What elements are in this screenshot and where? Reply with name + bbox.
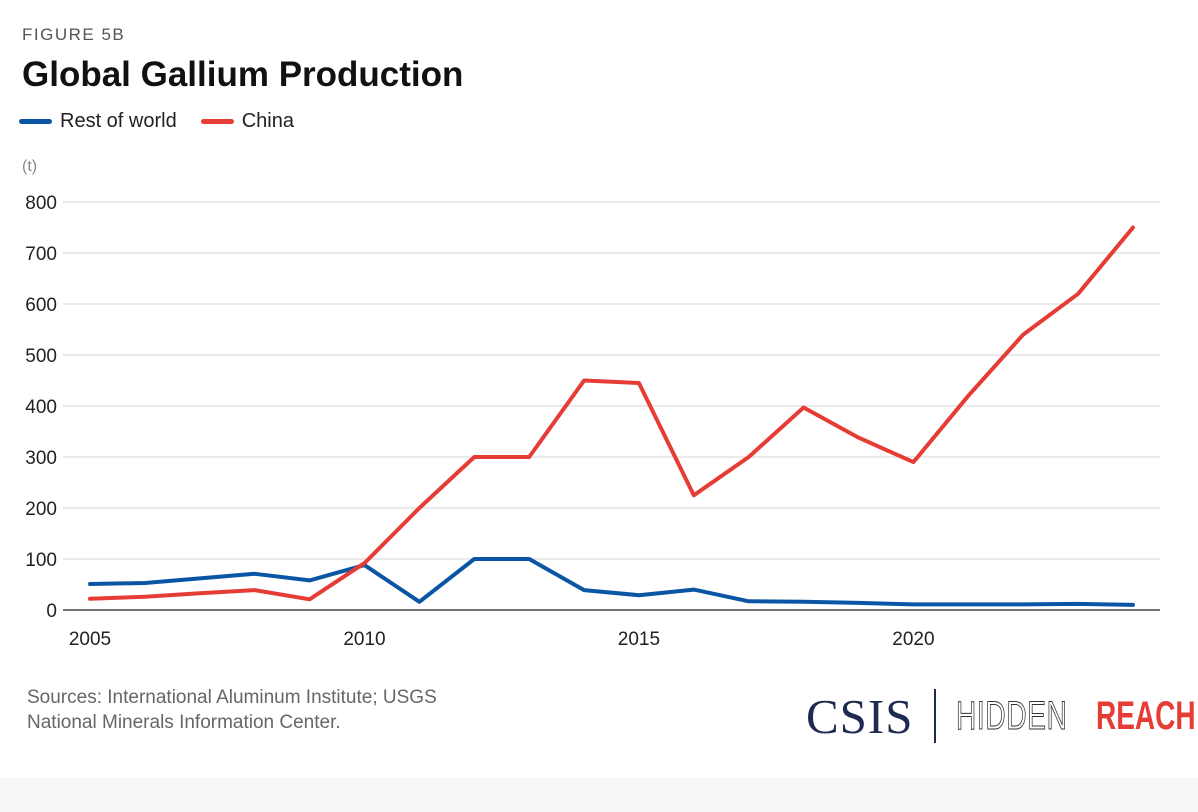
- legend-item-rest-of-world: Rest of world: [19, 110, 177, 133]
- publisher-logo: CSIS HIDDEN REACH: [806, 686, 1198, 746]
- legend-swatch-china: [200, 119, 234, 124]
- series-line-rest-of-world: [88, 557, 1135, 607]
- logo-divider: [933, 689, 936, 743]
- y-tick-label-400: 400: [25, 397, 57, 418]
- hidden-reach-logo-hidden: HIDDEN: [955, 693, 1068, 738]
- sources-line-2: National Minerals Information Center.: [27, 712, 341, 733]
- y-axis-unit: (t): [22, 158, 38, 175]
- line-chart: 0 100 200 300 400 500 600 700 800 2005 2010 2015 202…: [25, 193, 1160, 650]
- chart-title: Global Gallium Production: [22, 55, 464, 94]
- legend: Rest of world China: [19, 110, 318, 133]
- x-tick-label-2005: 2005: [69, 629, 111, 650]
- x-tick-label-2010: 2010: [343, 629, 385, 650]
- legend-item-china: China: [200, 110, 294, 133]
- y-tick-label-0: 0: [46, 601, 57, 622]
- sources-line-1: Sources: International Aluminum Institut…: [27, 687, 437, 708]
- y-tick-label-600: 600: [25, 295, 57, 316]
- y-tick-label-800: 800: [25, 193, 57, 214]
- legend-label-china: China: [241, 110, 294, 132]
- y-tick-label-700: 700: [25, 244, 57, 265]
- figure-card: FIGURE 5B Global Gallium Production Rest…: [19, 25, 1198, 746]
- x-tick-label-2015: 2015: [618, 629, 660, 650]
- legend-swatch-rest-of-world: [19, 119, 52, 124]
- sources-note: Sources: International Aluminum Institut…: [27, 685, 437, 735]
- csis-logo: CSIS: [806, 688, 914, 744]
- legend-label-rest-of-world: Rest of world: [60, 110, 177, 132]
- hidden-reach-logo-reach: REACH: [1095, 693, 1196, 738]
- series-line-china: [88, 225, 1135, 602]
- x-tick-label-2020: 2020: [892, 629, 934, 650]
- figure-label: FIGURE 5B: [22, 25, 126, 44]
- y-tick-label-100: 100: [25, 550, 57, 571]
- y-tick-label-500: 500: [25, 346, 57, 367]
- y-tick-label-300: 300: [25, 448, 57, 469]
- y-tick-label-200: 200: [25, 499, 57, 520]
